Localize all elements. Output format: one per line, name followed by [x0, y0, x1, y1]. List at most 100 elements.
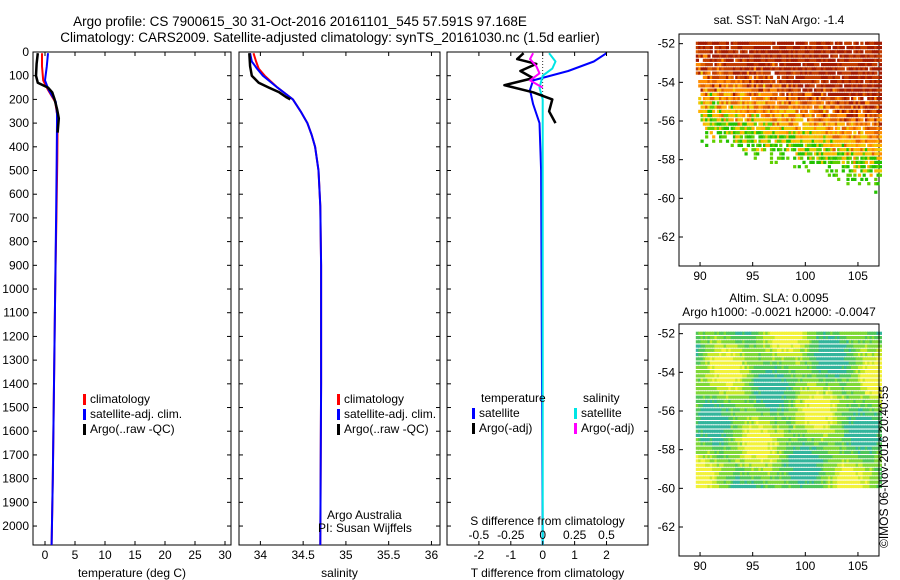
- temperature-ytick-label-3: 300: [9, 116, 29, 130]
- salinity-legend-swatch-0: [337, 394, 340, 405]
- sst-map-chart: 90 95 100 105 -52 -54 -56 -58 -60 -62 sat. SST: Na…: [658, 13, 882, 283]
- temperature-ytick-label-16: 1600: [2, 424, 29, 438]
- temperature-legend-label-1: satellite-adj. clim.: [90, 407, 182, 421]
- sla_map-frame-top: [678, 323, 880, 557]
- temperature-xtick-label-1: 5: [72, 548, 79, 562]
- difference-legend-salinity-header: salinity: [583, 391, 620, 405]
- difference-salinity-legend-label-1: Argo(-adj): [581, 421, 634, 435]
- difference-top-tick-label-4: 0.5: [598, 528, 615, 542]
- sst_map-heatmap-cells: [695, 41, 882, 194]
- sla_map-ytick-label-1: -54: [658, 365, 676, 379]
- salinity-legend-label-1: satellite-adj. clim.: [344, 407, 436, 421]
- difference-xtick-label-1: -1: [505, 548, 516, 562]
- temperature-ytick-label-2: 200: [9, 92, 29, 106]
- salinity-xtick-label-3: 35.5: [377, 548, 401, 562]
- figure-title-line1: Argo profile: CS 7900615_30 31-Oct-2016 …: [73, 14, 527, 29]
- temperature-xtick-label-4: 20: [158, 548, 172, 562]
- temperature-ytick-label-10: 1000: [2, 282, 29, 296]
- sst_map-ytick-label-3: -58: [658, 153, 676, 167]
- temperature-ytick-label-1: 100: [9, 69, 29, 83]
- salinity-xtick-label-1: 34.5: [291, 548, 315, 562]
- temperature-xtick-label-6: 30: [218, 548, 232, 562]
- difference-top-tick-label-1: -0.25: [497, 528, 525, 542]
- difference-xtick-label-2: 0: [539, 548, 546, 562]
- difference-top-tick-label-0: -0.5: [469, 528, 490, 542]
- sst_map-ytick-label-2: -56: [658, 114, 676, 128]
- timestamp-stamp: ©IMOS 06-Nov-2016 20:40:55: [877, 385, 891, 548]
- difference-salinity-legend-label-0: satellite: [581, 406, 622, 420]
- salinity-xtick-label-4: 36: [425, 548, 439, 562]
- temperature-xtick-label-5: 25: [188, 548, 202, 562]
- temperature-series-1: [44, 53, 58, 546]
- sla_map-xtick-label-0: 90: [693, 559, 707, 573]
- sla_map-ytick-label-3: -58: [658, 443, 676, 457]
- temperature-ytick-label-13: 1300: [2, 353, 29, 367]
- salinity-series-1: [249, 52, 323, 546]
- sst_map-ytick-label-5: -62: [658, 230, 676, 244]
- difference-temperature-legend-swatch-1: [472, 423, 475, 434]
- difference-xtick-label-4: 2: [603, 548, 610, 562]
- sla_map-xtick-label-2: 100: [795, 559, 815, 573]
- temperature-plot-frame: [32, 51, 232, 546]
- temperature-ytick-label-6: 600: [9, 187, 29, 201]
- sla_map-xtick-label-1: 95: [746, 559, 760, 573]
- temperature-legend-swatch-2: [83, 424, 86, 435]
- temperature-ytick-label-12: 1200: [2, 329, 29, 343]
- temperature-ytick-label-9: 900: [9, 258, 29, 272]
- difference-series-0: [529, 52, 608, 546]
- salinity-profile-chart: 34 34.5 35 35.5 36 salinity climatologysatelli…: [238, 51, 441, 580]
- difference-series-1: [538, 52, 557, 545]
- difference-legend-temperature-header: temperature: [481, 391, 546, 405]
- salinity-legend-label-2: Argo(..raw -QC): [344, 422, 429, 436]
- sla-map-title-2: Argo h1000: -0.0021 h2000: -0.0047: [682, 305, 876, 319]
- sla_map-ytick-label-2: -56: [658, 404, 676, 418]
- sst_map-xtick-label-0: 90: [693, 269, 707, 283]
- difference-temperature-legend-swatch-0: [472, 408, 475, 419]
- difference-xtick-label-3: 1: [571, 548, 578, 562]
- sst_map-ytick-label-1: -54: [658, 75, 676, 89]
- temperature-ytick-label-18: 1800: [2, 472, 29, 486]
- difference-salinity-legend-swatch-0: [574, 408, 577, 419]
- temperature-ytick-label-0: 0: [22, 45, 29, 59]
- difference-series-3: [529, 52, 544, 89]
- figure-title-line2: Climatology: CARS2009. Satellite-adjuste…: [60, 30, 600, 45]
- temperature-ytick-label-17: 1700: [2, 448, 29, 462]
- sst_map-ytick-label-0: -52: [658, 37, 676, 51]
- sla_map-ytick-label-5: -62: [658, 520, 676, 534]
- temperature-series-2: [34, 53, 61, 133]
- difference-profile-chart: -2 -1 0 1 2 T difference from climatology -0.5…: [446, 51, 649, 580]
- sst_map-xtick-label-1: 95: [746, 269, 760, 283]
- sst_map-ytick-label-4: -60: [658, 191, 676, 205]
- sla_map-ytick-label-4: -60: [658, 481, 676, 495]
- temperature-legend-label-0: climatology: [90, 392, 150, 406]
- temperature-ytick-label-7: 700: [9, 211, 29, 225]
- difference-plot-frame: [446, 51, 649, 546]
- salinity-xlabel: salinity: [321, 566, 358, 580]
- temperature-ytick-label-20: 2000: [2, 519, 29, 533]
- credit-pi: PI: Susan Wijffels: [318, 521, 412, 535]
- temperature-profile-chart: 0 5 10 15 20 25 30 temperature (deg C) 0 100 200 30…: [2, 45, 232, 580]
- sst_map-xtick-label-3: 105: [848, 269, 868, 283]
- difference-xlabel: T difference from climatology: [471, 566, 625, 580]
- sla-map-chart: 90 95 100 105 -52 -54 -56 -58 -60 -62 Altim. SLA: …: [658, 291, 882, 573]
- sla-map-title: Altim. SLA: 0.0095: [729, 291, 829, 305]
- salinity-plot-frame: [238, 51, 441, 546]
- temperature-ytick-label-15: 1500: [2, 401, 29, 415]
- temperature-ytick-label-5: 500: [9, 164, 29, 178]
- sst-map-title: sat. SST: NaN Argo: -1.4: [714, 13, 845, 27]
- salinity-legend-swatch-2: [337, 424, 340, 435]
- temperature-ytick-label-8: 800: [9, 235, 29, 249]
- temperature-legend-swatch-0: [83, 394, 86, 405]
- temperature-xlabel: temperature (deg C): [78, 566, 186, 580]
- difference-salinity-legend-swatch-1: [574, 423, 577, 434]
- difference-temperature-legend-label-1: Argo(-adj): [479, 421, 532, 435]
- temperature-legend-label-2: Argo(..raw -QC): [90, 422, 175, 436]
- temperature-xtick-label-3: 15: [128, 548, 142, 562]
- difference-xtick-label-0: -2: [474, 548, 485, 562]
- sla_map-xtick-label-3: 105: [848, 559, 868, 573]
- temperature-ytick-label-19: 1900: [2, 495, 29, 509]
- salinity-xtick-label-0: 34: [254, 548, 268, 562]
- temperature-xtick-label-2: 10: [98, 548, 112, 562]
- difference-series-2: [503, 52, 557, 124]
